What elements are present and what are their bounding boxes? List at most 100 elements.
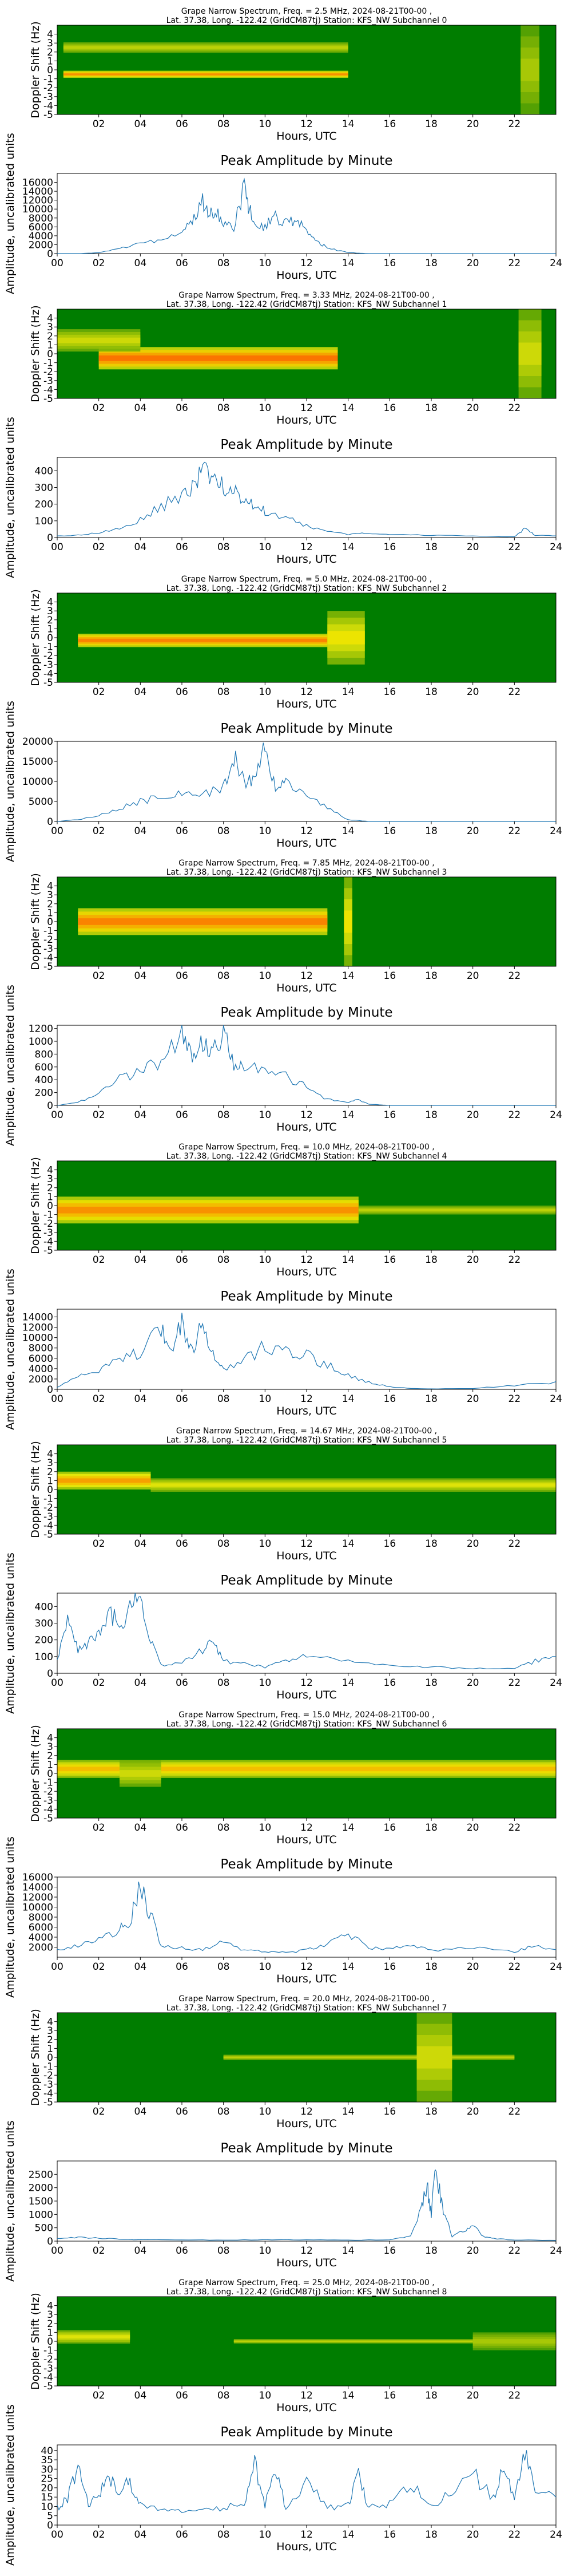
y-tick-label: 0 [47, 1100, 53, 1112]
x-tick-label: 10 [259, 1393, 272, 1405]
x-tick-label: 06 [176, 1822, 188, 1834]
x-tick-label: 16 [384, 1254, 396, 1266]
x-tick-label: 20 [467, 2529, 479, 2541]
x-tick-label: 20 [467, 1393, 479, 1405]
y-tick-label: 2 [47, 1751, 53, 1762]
y-axis-label: Amplitude, uncalibrated units [4, 701, 17, 862]
x-tick-label: 16 [384, 402, 396, 414]
x-axis-label: Hours, UTC [276, 269, 336, 282]
amplitude-series-line [57, 742, 556, 822]
chart-4: Grape Narrow Spectrum, Freq. = 5.0 MHz, … [29, 575, 557, 710]
y-tick-label: 16000 [22, 1872, 53, 1883]
axes-frame [57, 2160, 557, 2242]
y-tick-label: 4000 [29, 231, 53, 242]
x-tick-label: 06 [176, 1961, 188, 1973]
x-tick-label: 16 [384, 1538, 396, 1550]
x-tick-label: 08 [217, 118, 230, 130]
amplitude-title: Peak Amplitude by Minute [220, 1857, 392, 1872]
axes-frame [57, 2444, 557, 2526]
x-tick-label: 14 [342, 1393, 355, 1405]
x-tick-label: 12 [300, 1538, 313, 1550]
x-tick-label: 08 [217, 1961, 230, 1973]
y-tick-label: -2 [43, 650, 53, 662]
y-tick-label: 1200 [29, 1024, 53, 1035]
y-tick-label: 2 [47, 1467, 53, 1478]
chart-10: Grape Narrow Spectrum, Freq. = 14.67 MHz… [29, 1427, 557, 1562]
spectrum-band-1 [150, 1483, 556, 1487]
y-tick-label: -1 [43, 74, 53, 85]
x-tick-label: 22 [509, 2529, 521, 2541]
x-tick-label: 00 [51, 825, 63, 837]
y-tick-label: 0 [47, 1668, 53, 1680]
y-tick-label: 10000 [22, 204, 53, 215]
y-axis-label: Amplitude, uncalibrated units [4, 1552, 17, 1714]
spectrum-title-line2: Lat. 37.38, Long. -122.42 (GridCM87tj) S… [166, 2004, 447, 2013]
x-axis-label: Hours, UTC [276, 2257, 336, 2269]
y-tick-label: 2 [47, 899, 53, 910]
y-tick-label: 0 [47, 2052, 53, 2064]
chart-8: Grape Narrow Spectrum, Freq. = 10.0 MHz,… [29, 1143, 557, 1278]
x-tick-label: 10 [259, 1538, 272, 1550]
y-axis-label: Amplitude, uncalibrated units [4, 2404, 17, 2566]
y-tick-label: 0 [47, 916, 53, 928]
x-tick-label: 18 [425, 1822, 438, 1834]
x-tick-label: 24 [550, 825, 562, 837]
x-tick-label: 04 [134, 686, 147, 698]
x-tick-label: 06 [176, 402, 188, 414]
x-tick-label: 16 [384, 825, 396, 837]
chart-2: Grape Narrow Spectrum, Freq. = 3.33 MHz,… [29, 291, 557, 426]
y-tick-label: -3 [43, 943, 53, 955]
x-axis-label: Hours, UTC [276, 1689, 336, 1701]
x-tick-label: 00 [51, 2245, 63, 2257]
y-tick-label: -2 [43, 2070, 53, 2081]
y-tick-label: 4 [47, 29, 53, 41]
x-tick-label: 22 [509, 402, 521, 414]
chart-14: Grape Narrow Spectrum, Freq. = 20.0 MHz,… [29, 1994, 557, 2130]
y-tick-label: 200 [35, 1635, 53, 1646]
x-axis-label: Hours, UTC [276, 1550, 336, 1562]
x-tick-label: 20 [467, 2390, 479, 2401]
x-tick-label: 22 [509, 1538, 521, 1550]
axes-frame [57, 1309, 557, 1390]
spectrum-band-0 [57, 2335, 130, 2339]
x-tick-label: 12 [300, 1961, 313, 1973]
y-tick-label: 4 [47, 313, 53, 325]
x-tick-label: 06 [176, 686, 188, 698]
x-axis-label: Hours, UTC [276, 1834, 336, 1846]
x-tick-label: 20 [467, 1254, 479, 1266]
x-tick-label: 22 [509, 2245, 521, 2257]
x-tick-label: 08 [217, 1254, 230, 1266]
x-tick-label: 18 [425, 2390, 438, 2401]
x-tick-label: 12 [300, 1254, 313, 1266]
chart-9: Peak Amplitude by Minute 00 02 04 06 08 10 12 14… [4, 1269, 562, 1430]
x-tick-label: 22 [509, 118, 521, 130]
amplitude-title: Peak Amplitude by Minute [220, 2141, 392, 2156]
spectrum-title-line1: Grape Narrow Spectrum, Freq. = 7.85 MHz,… [178, 859, 434, 868]
spectrum-band-0 [223, 2056, 515, 2059]
y-axis-label: Amplitude, uncalibrated units [4, 1836, 17, 1998]
y-tick-label: 2000 [29, 239, 53, 251]
x-tick-label: 22 [509, 542, 521, 553]
x-tick-label: 06 [176, 1109, 188, 1121]
x-tick-label: 04 [134, 258, 147, 269]
y-tick-label: 2000 [29, 1374, 53, 1385]
x-tick-label: 16 [384, 2245, 396, 2257]
x-tick-label: 18 [425, 1254, 438, 1266]
spectrum-band-0 [98, 355, 338, 361]
spectrum-band-2 [521, 58, 539, 81]
x-tick-label: 16 [384, 2529, 396, 2541]
x-tick-label: 06 [176, 2106, 188, 2117]
spectrum-bands [78, 611, 365, 665]
x-tick-label: 20 [467, 686, 479, 698]
y-tick-label: 12000 [22, 1322, 53, 1334]
x-tick-label: 06 [176, 542, 188, 553]
x-axis-label: Hours, UTC [276, 982, 336, 994]
x-tick-label: 16 [384, 1393, 396, 1405]
y-tick-label: 2500 [29, 2169, 53, 2180]
amplitude-series-line [57, 2450, 557, 2513]
x-tick-label: 06 [176, 2390, 188, 2401]
y-tick-label: -3 [43, 92, 53, 103]
amplitude-series-line [57, 1593, 556, 1670]
x-axis-label: Hours, UTC [276, 837, 336, 850]
y-axis-label: Doppler Shift (Hz) [29, 21, 42, 118]
